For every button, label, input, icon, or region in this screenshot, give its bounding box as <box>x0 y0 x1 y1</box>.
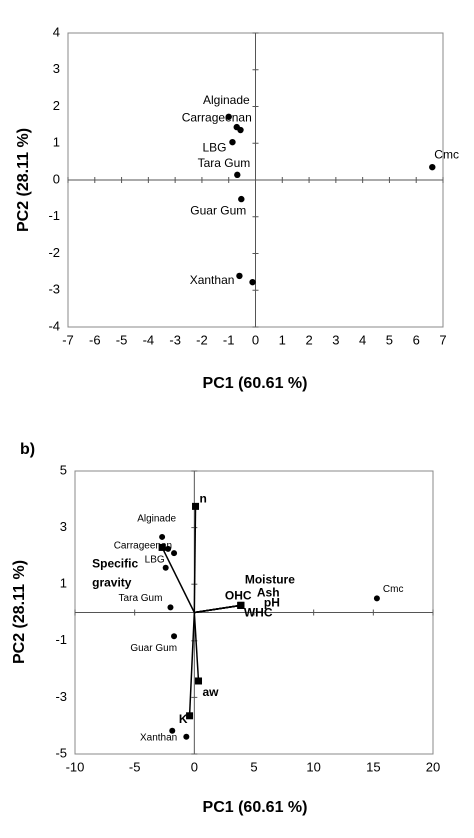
x-tick-label: 2 <box>305 332 312 347</box>
score-point <box>183 733 190 740</box>
x-tick-label: -10 <box>66 759 85 774</box>
loading-vector <box>161 547 196 613</box>
x-tick-label: -3 <box>169 332 181 347</box>
x-tick-label: -5 <box>116 332 128 347</box>
y-tick-label: 4 <box>53 24 60 39</box>
x-tick-label: 1 <box>279 332 286 347</box>
score-point <box>429 163 436 171</box>
loading-label: Moisture <box>245 573 295 587</box>
score-point <box>225 113 232 120</box>
y-axis-title: PC2 (28.11 %) <box>15 128 32 232</box>
y-tick-label: 3 <box>60 519 67 534</box>
point-label: LBG <box>202 140 226 154</box>
y-axis-title: PC2 (28.11 %) <box>11 560 28 664</box>
loading-vector <box>194 604 241 614</box>
point-label: Cmc <box>383 584 404 595</box>
score-point <box>238 195 245 203</box>
score-point <box>237 126 244 134</box>
y-tick-label: -3 <box>48 282 60 297</box>
y-tick-label: 1 <box>60 576 67 591</box>
loading-label: aw <box>203 685 220 699</box>
x-tick-label: 5 <box>250 759 257 774</box>
x-tick-label: 3 <box>332 332 339 347</box>
loading-label: gravity <box>92 576 132 590</box>
loading-point <box>186 712 194 720</box>
x-tick-label: -1 <box>223 332 235 347</box>
loading-label: n <box>200 492 207 506</box>
score-point <box>159 533 166 540</box>
y-tick-label: -4 <box>48 318 60 333</box>
score-point <box>249 278 256 286</box>
score-point <box>236 272 243 280</box>
point-label: Alginade <box>203 93 250 107</box>
y-tick-label: -5 <box>55 745 67 760</box>
score-point <box>162 564 169 571</box>
x-axis-title: PC1 (60.61 %) <box>203 799 308 816</box>
y-tick-label: 3 <box>53 61 60 76</box>
y-tick-label: 1 <box>53 135 60 150</box>
x-axis-title: PC1 (60.61 %) <box>203 375 308 392</box>
x-tick-label: 20 <box>426 759 440 774</box>
x-tick-label: 15 <box>366 759 380 774</box>
point-label: Cmc <box>434 147 459 161</box>
x-tick-label: 7 <box>439 332 446 347</box>
y-tick-label: -1 <box>55 632 67 647</box>
score-point <box>171 633 178 640</box>
loading-label: K <box>179 712 188 726</box>
x-tick-label: -2 <box>196 332 208 347</box>
y-tick-label: -3 <box>55 689 67 704</box>
point-label: Xanthan <box>140 732 177 743</box>
loading-point <box>158 543 166 551</box>
loading-label: Ash <box>257 586 280 600</box>
x-tick-label: -7 <box>62 332 74 347</box>
x-tick-label: 10 <box>306 759 320 774</box>
x-tick-label: -6 <box>89 332 101 347</box>
score-point <box>167 604 174 611</box>
score-point <box>234 171 241 179</box>
point-label: LBG <box>145 554 165 565</box>
loading-point <box>192 502 200 510</box>
loading-vector <box>193 506 197 613</box>
loading-label: Specific <box>92 557 138 571</box>
x-tick-label: 4 <box>359 332 366 347</box>
point-label: Carrageenan <box>114 540 172 551</box>
x-tick-label: 5 <box>386 332 393 347</box>
score-point <box>373 595 380 602</box>
score-point <box>229 138 236 146</box>
point-label: Tara Gum <box>119 593 163 604</box>
x-tick-label: -5 <box>129 759 141 774</box>
loading-label: pH <box>264 596 280 610</box>
x-tick-label: 0 <box>191 759 198 774</box>
score-point <box>171 550 178 557</box>
loading-point <box>237 601 245 609</box>
panel-label: b) <box>20 441 35 458</box>
point-label: Guar Gum <box>190 203 246 217</box>
y-tick-label: -2 <box>48 245 60 260</box>
loading-label: WHC <box>244 606 273 620</box>
y-tick-label: 5 <box>60 462 67 477</box>
y-tick-label: 2 <box>53 98 60 113</box>
point-label: Carrageenan <box>182 110 252 124</box>
point-label: Guar Gum <box>130 643 177 654</box>
score-point <box>169 727 176 734</box>
y-tick-label: 0 <box>53 171 60 186</box>
point-label: Tara Gum <box>198 156 251 170</box>
loading-vector <box>193 612 200 682</box>
loading-label: OHC <box>225 589 252 603</box>
y-tick-label: -1 <box>48 208 60 223</box>
x-tick-label: -4 <box>143 332 155 347</box>
loading-vector <box>188 612 196 716</box>
x-tick-label: 6 <box>413 332 420 347</box>
x-tick-label: 0 <box>252 332 259 347</box>
point-label: Alginade <box>137 514 176 525</box>
point-label: Xanthan <box>190 273 235 287</box>
score-point <box>165 545 172 552</box>
loading-point <box>195 677 203 685</box>
